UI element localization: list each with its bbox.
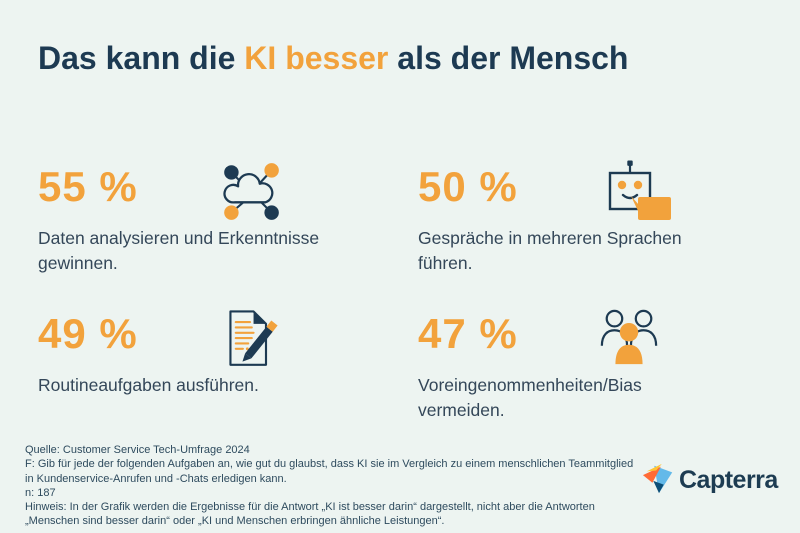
page-title: Das kann die KI besser als der Mensch (38, 40, 629, 76)
title-highlight: KI besser (244, 40, 389, 76)
stat-label: Daten analysieren und Erkenntnisse gewin… (38, 228, 320, 273)
capterra-logo-text: Capterra (679, 466, 778, 494)
cloud-network-icon (218, 159, 284, 230)
capterra-logo: Capterra (642, 460, 778, 501)
stat-value: 50 % (418, 163, 518, 210)
stat-label: Voreingenommenheiten/Bias vermeiden. (418, 375, 642, 420)
stat-value: 47 % (418, 310, 518, 357)
capterra-logo-icon (642, 460, 676, 501)
title-post: als der Mensch (388, 40, 629, 76)
stat-value: 49 % (38, 310, 138, 357)
stat-block-languages: 50 % Gespräche in mehreren Sprachen führ… (418, 158, 778, 275)
stat-block-bias: 47 % Voreingenommenheiten/Bias vermeiden… (418, 305, 778, 422)
sample-size-line: n: 187 (25, 486, 56, 499)
title-pre: Das kann die (38, 40, 245, 76)
source-line: Quelle: Customer Service Tech-Umfrage 20… (25, 444, 250, 456)
document-pencil-icon (218, 306, 282, 377)
question-line: F: Gib für jede der folgenden Aufgaben a… (25, 458, 634, 485)
stat-block-routine-tasks: 49 % (38, 305, 398, 398)
stat-label: Routineaufgaben ausführen. (38, 375, 259, 395)
stat-value: 55 % (38, 163, 138, 210)
stat-label: Gespräche in mehreren Sprachen führen. (418, 228, 682, 273)
stat-block-data-analysis: 55 % Daten analysieren und Erk (38, 158, 398, 275)
footer-notes: Quelle: Customer Service Tech-Umfrage 20… (25, 443, 643, 529)
note-line: Hinweis: In der Grafik werden die Ergebn… (25, 501, 595, 528)
robot-chat-icon (598, 159, 674, 230)
people-bias-icon (598, 306, 660, 375)
